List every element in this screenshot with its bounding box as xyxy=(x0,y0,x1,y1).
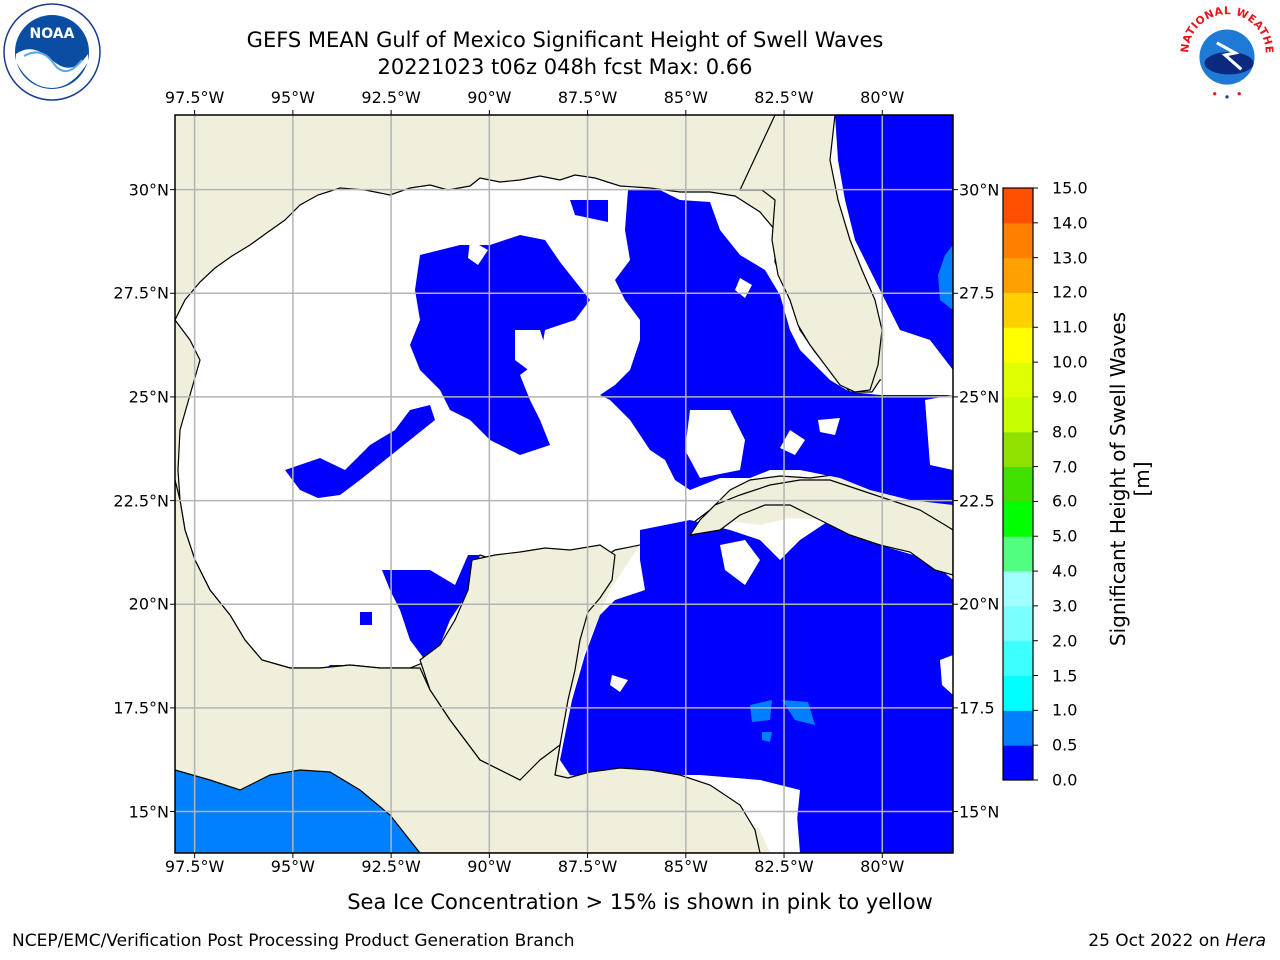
lat-tick-label: 30°N xyxy=(128,180,169,200)
footer-date-text: 25 Oct 2022 on xyxy=(1088,931,1226,951)
colorbar-tick-label: 0.0 xyxy=(1052,770,1078,790)
colorbar-tick-label: 1.5 xyxy=(1052,666,1078,686)
map-grid xyxy=(175,115,953,853)
swell-mid-region xyxy=(750,245,953,742)
colorbar-segment xyxy=(1003,222,1033,259)
lon-tick-label: 97.5°W xyxy=(164,857,225,876)
lat-tick-label-right: 17.5 xyxy=(959,698,995,718)
lon-tick-label: 92.5°W xyxy=(361,857,421,876)
colorbar-segment xyxy=(1003,605,1033,642)
lon-tick-label: 87.5°W xyxy=(557,88,618,107)
colorbar-segment xyxy=(1003,396,1033,433)
lon-tick-label: 92.5°W xyxy=(361,88,421,107)
chart-subtitle: 20221023 t06z 048h fcst Max: 0.66 xyxy=(377,55,753,79)
colorbar-frame xyxy=(1002,187,1034,781)
colorbar-tick-label: 9.0 xyxy=(1052,387,1078,407)
colorbar-segment xyxy=(1003,710,1033,746)
colorbar-segment xyxy=(1003,362,1033,398)
colorbar-tick-label: 14.0 xyxy=(1052,213,1088,233)
colorbar-tick-label: 8.0 xyxy=(1052,422,1078,442)
lon-tick-label: 85°W xyxy=(663,857,708,876)
swell-zero-patches xyxy=(468,240,953,853)
colorbar-tick-label: 13.0 xyxy=(1052,248,1088,268)
lat-tick-label: 15°N xyxy=(128,802,169,822)
colorbar-tick-label: 12.0 xyxy=(1052,282,1088,302)
colorbar-segment xyxy=(1003,745,1033,781)
lat-tick-label-right: 30°N xyxy=(959,180,1000,200)
colorbar-segment xyxy=(1003,501,1033,537)
map-frame xyxy=(174,114,954,854)
colorbar-title: Significant Height of Swell Waves [m] xyxy=(1106,311,1154,647)
lon-tick-label: 87.5°W xyxy=(557,857,618,876)
lat-tick-label: 20°N xyxy=(128,594,169,614)
colorbar-segment xyxy=(1003,327,1033,363)
colorbar-tick-label: 2.0 xyxy=(1052,631,1078,651)
colorbar-segment xyxy=(1003,431,1033,468)
colorbar-tick-label: 0.5 xyxy=(1052,735,1078,755)
noaa-logo-icon: NOAA xyxy=(3,3,101,101)
colorbar-segment xyxy=(1003,536,1033,572)
florida-land xyxy=(739,115,883,393)
colorbar-tick-label: 3.0 xyxy=(1052,596,1078,616)
colorbar-segment xyxy=(1003,188,1033,224)
sea-ice-note: Sea Ice Concentration > 15% is shown in … xyxy=(0,890,1280,914)
lat-tick-label-right: 25°N xyxy=(959,387,1000,407)
lat-tick-label: 27.5°N xyxy=(113,283,169,303)
lat-tick-label-right: 20°N xyxy=(959,594,1000,614)
map-content xyxy=(175,115,953,853)
colorbar-segment xyxy=(1003,640,1033,677)
colorbar-segment xyxy=(1003,675,1033,711)
lon-tick-label: 85°W xyxy=(663,88,708,107)
lon-tick-label: 95°W xyxy=(270,88,315,107)
lat-tick-label-right: 27.5 xyxy=(959,283,995,303)
colorbar-tick-label: 6.0 xyxy=(1052,491,1078,511)
lat-tick-label: 25°N xyxy=(128,387,169,407)
lon-tick-label: 82.5°W xyxy=(754,88,814,107)
colorbar-segment xyxy=(1003,466,1033,502)
chart-title: GEFS MEAN Gulf of Mexico Significant Hei… xyxy=(246,28,884,52)
colorbar-tick-label: 7.0 xyxy=(1052,457,1078,477)
colorbar-tick-label: 1.0 xyxy=(1052,700,1078,720)
footer-branch: NCEP/EMC/Verification Post Processing Pr… xyxy=(12,931,575,951)
footer-date: 25 Oct 2022 on Hera xyxy=(1088,931,1266,951)
colorbar-segment xyxy=(1003,257,1033,293)
lon-tick-label: 90°W xyxy=(467,857,512,876)
lat-tick-label-right: 22.5 xyxy=(959,491,995,511)
sea-ice-note-text: Sea Ice Concentration > 15% is shown in … xyxy=(347,890,933,914)
lon-tick-label: 95°W xyxy=(270,857,315,876)
colorbar-segment xyxy=(1003,571,1033,607)
footer-host: Hera xyxy=(1225,931,1266,951)
colorbar-tick-label: 10.0 xyxy=(1052,352,1088,372)
lon-tick-label: 82.5°W xyxy=(754,857,814,876)
nws-logo-icon: NATIONAL WEATHER SERVICE xyxy=(1176,2,1276,102)
central-america-land xyxy=(175,479,761,853)
colorbar-segment xyxy=(1003,292,1033,328)
lon-tick-label: 90°W xyxy=(467,88,512,107)
lat-tick-label-right: 15°N xyxy=(959,802,1000,822)
lon-tick-label: 80°W xyxy=(860,857,905,876)
lon-tick-label: 97.5°W xyxy=(164,88,225,107)
colorbar-tick-label: 4.0 xyxy=(1052,561,1078,581)
cuba-land xyxy=(688,479,953,576)
lon-tick-label: 80°W xyxy=(860,88,905,107)
noaa-logo-text: NOAA xyxy=(30,26,75,42)
lat-tick-label: 22.5°N xyxy=(113,491,169,511)
lat-tick-label: 17.5°N xyxy=(113,698,169,718)
colorbar-tick-label: 15.0 xyxy=(1052,178,1088,198)
colorbar-tick-label: 5.0 xyxy=(1052,526,1078,546)
colorbar-tick-label: 11.0 xyxy=(1052,317,1088,337)
